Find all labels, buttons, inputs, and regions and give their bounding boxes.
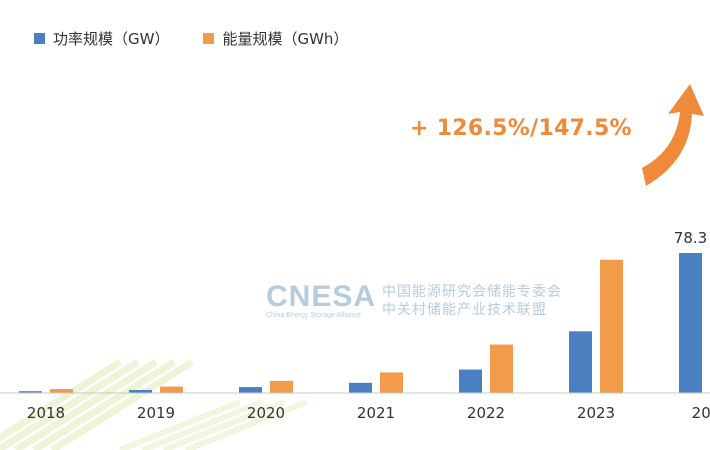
decor-stripe [0,359,140,450]
bar-energy-2020 [270,380,293,393]
legend: 功率规模（GW） 能量规模（GWh） [34,28,348,49]
legend-swatch-power [34,33,45,44]
legend-label-power: 功率规模（GW） [53,30,170,48]
bar-energy-2023 [600,259,623,393]
legend-item-energy: 能量规模（GWh） [203,28,348,49]
bar-power-2021 [349,382,372,393]
x-tick-label: 2019 [137,404,175,422]
bar-power-2018 [19,391,42,393]
background-stripes [0,359,308,450]
watermark-org: 中国能源研究会储能专委会 中关村储能产业技术联盟 [382,283,562,319]
bar-power-2022 [459,369,482,393]
legend-item-power: 功率规模（GW） [34,28,169,49]
bar-energy-2022 [490,344,513,393]
bars-group [19,252,702,393]
x-tick-label: 2022 [467,404,505,422]
bar-energy-2018 [50,389,73,393]
watermark: CNESA China Energy Storage Alliance 中国能源… [266,280,562,320]
x-tick-labels: 2018 2019 2020 2021 2022 2023 202 [27,404,710,422]
watermark-org-line2: 中关村储能产业技术联盟 [382,301,548,318]
decor-stripe [162,399,286,450]
bar-energy-2021 [380,372,403,393]
watermark-org-line1: 中国能源研究会储能专委会 [382,283,563,300]
decor-stripe [50,359,194,450]
decor-stripe [14,359,158,450]
watermark-logo: CNESA China Energy Storage Alliance [266,280,377,320]
bar-power-2020 [239,387,262,393]
bar-power-2019 [129,389,152,393]
decor-stripe [184,399,308,450]
watermark-logo-text: CNESA [266,280,377,313]
growth-arrow-shape [642,84,704,186]
decor-stripe [140,399,264,450]
data-label: 78.3 [674,229,707,247]
decor-stripe [0,359,122,442]
growth-arrow-icon [642,84,704,186]
legend-swatch-energy [203,33,215,44]
decor-stripe [118,399,242,450]
bar-power-2023 [569,331,592,393]
x-tick-label: 2020 [247,404,285,422]
bar-power-2024 [679,252,702,393]
watermark-logo-sub: China Energy Storage Alliance [266,312,361,319]
x-tick-label: 2021 [357,404,395,422]
bar-energy-2019 [160,386,183,393]
decor-stripe [32,359,176,450]
legend-label-energy: 能量规模（GWh） [222,30,349,48]
data-labels: 78.318 [674,229,707,247]
growth-annotation: + 126.5%/147.5% [410,116,632,141]
x-tick-label: 202 [692,404,710,422]
x-tick-label: 2018 [27,404,65,422]
x-tick-label: 2023 [577,404,615,422]
